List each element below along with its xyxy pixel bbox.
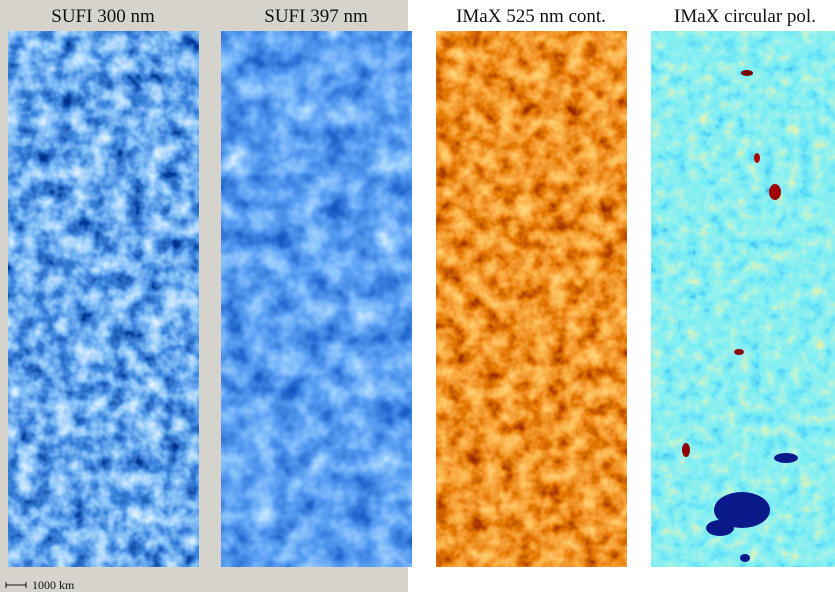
sufi-300-image: [8, 31, 199, 567]
spot: [734, 349, 744, 355]
imax-cont-image: [436, 31, 627, 567]
spot: [741, 70, 753, 76]
scale-label: 1000 km: [32, 578, 75, 592]
sufi-397-image: [221, 31, 412, 567]
panel-title: SUFI 300 nm: [51, 6, 155, 27]
spot: [714, 492, 770, 528]
spot: [754, 153, 760, 163]
spot: [769, 184, 781, 200]
imax-pol-image: [651, 31, 835, 567]
spot: [706, 520, 734, 536]
panel-title: SUFI 397 nm: [264, 6, 368, 27]
polarity-spots: [682, 70, 798, 562]
panel-title: IMaX 525 nm cont.: [456, 6, 606, 27]
spot: [682, 443, 690, 457]
panel-title: IMaX circular pol.: [674, 6, 816, 27]
spot: [774, 453, 798, 463]
scale-bar: 1000 km: [5, 578, 75, 592]
spot: [740, 554, 750, 562]
